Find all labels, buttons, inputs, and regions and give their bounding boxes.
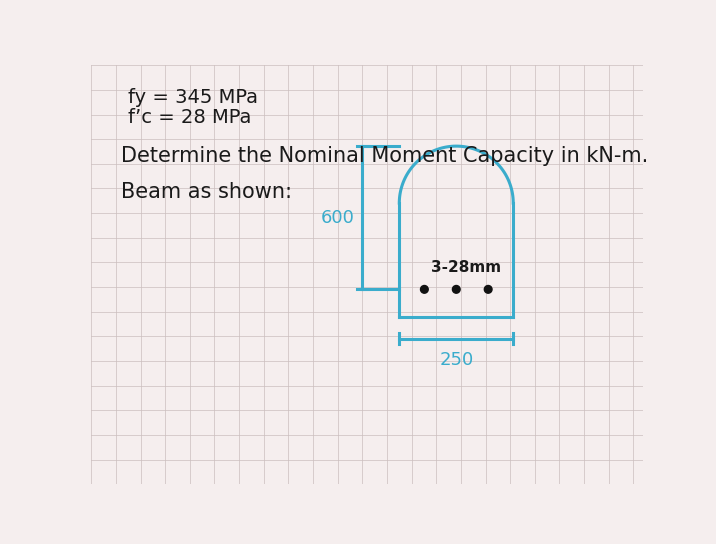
Circle shape: [420, 286, 428, 293]
Circle shape: [453, 286, 460, 293]
Text: fy = 345 MPa: fy = 345 MPa: [128, 88, 258, 107]
Text: Determine the Nominal Moment Capacity in kN-m.: Determine the Nominal Moment Capacity in…: [120, 146, 648, 166]
Text: 250: 250: [439, 351, 473, 369]
Text: 600: 600: [321, 209, 354, 227]
Text: Beam as shown:: Beam as shown:: [120, 182, 291, 202]
Text: f’c = 28 MPa: f’c = 28 MPa: [128, 108, 251, 127]
Text: 3-28mm: 3-28mm: [430, 261, 500, 275]
Circle shape: [484, 286, 492, 293]
